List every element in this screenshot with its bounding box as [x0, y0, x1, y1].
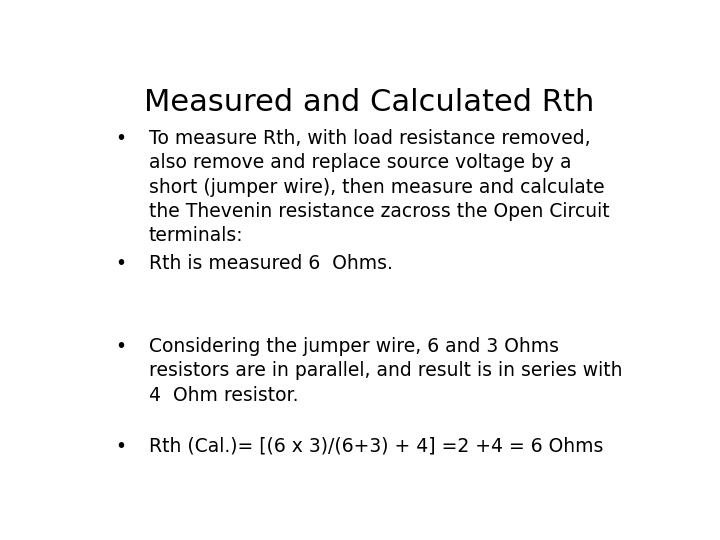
- Text: Rth (Cal.)= [(6 x 3)/(6+3) + 4] =2 +4 = 6 Ohms: Rth (Cal.)= [(6 x 3)/(6+3) + 4] =2 +4 = …: [148, 437, 603, 456]
- Text: To measure Rth, with load resistance removed,
also remove and replace source vol: To measure Rth, with load resistance rem…: [148, 129, 609, 245]
- Text: •: •: [115, 437, 126, 456]
- Text: •: •: [115, 337, 126, 356]
- Text: •: •: [115, 254, 126, 273]
- Text: Considering the jumper wire, 6 and 3 Ohms
resistors are in parallel, and result : Considering the jumper wire, 6 and 3 Ohm…: [148, 337, 622, 404]
- Text: Measured and Calculated Rth: Measured and Calculated Rth: [144, 87, 594, 117]
- Text: •: •: [115, 129, 126, 149]
- Text: Rth is measured 6  Ohms.: Rth is measured 6 Ohms.: [148, 254, 392, 273]
